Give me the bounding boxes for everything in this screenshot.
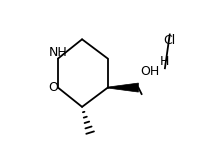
Text: H: H [159, 55, 169, 68]
Text: OH: OH [140, 65, 159, 78]
Text: O: O [48, 81, 58, 94]
Text: Cl: Cl [163, 34, 175, 47]
Text: NH: NH [49, 46, 67, 59]
Polygon shape [108, 83, 138, 92]
